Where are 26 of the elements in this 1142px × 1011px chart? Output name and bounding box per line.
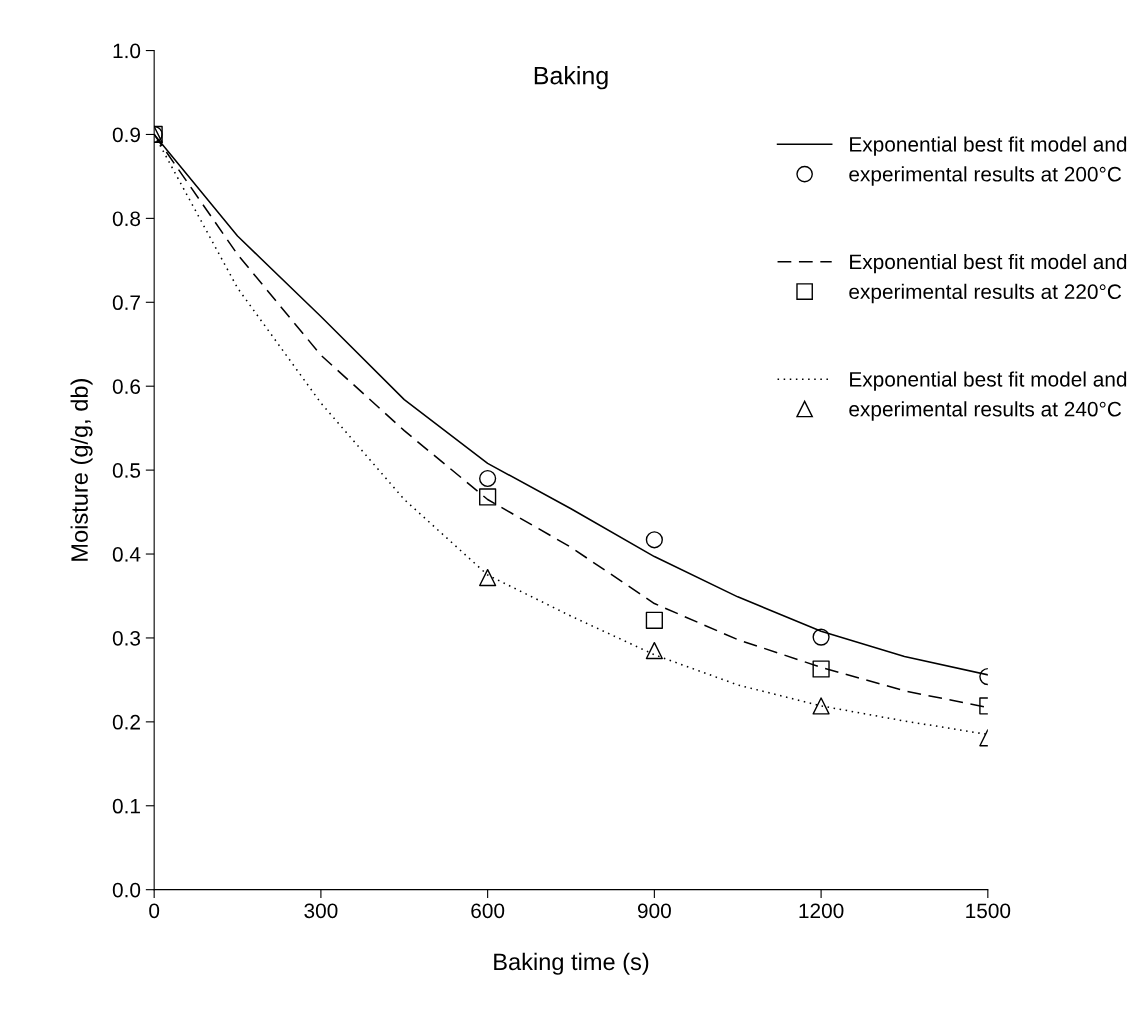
y-tick-label: 0.3 <box>112 630 141 646</box>
y-tick-label: 0.8 <box>112 211 141 227</box>
y-tick-label: 0.5 <box>112 463 141 478</box>
x-tick-label: 1200 <box>799 903 844 919</box>
y-tick-label: 0.0 <box>112 882 141 898</box>
x-tick-label: 300 <box>304 903 338 919</box>
x-tick-label: 1500 <box>966 903 1011 919</box>
legend-label: Exponential best fit model and <box>850 371 1127 391</box>
x-tick-label: 600 <box>471 903 505 919</box>
y-tick-label: 0.9 <box>112 127 140 143</box>
legend-label: experimental results at 240°C <box>849 401 1122 421</box>
legend-label: experimental results at 200°C <box>849 166 1122 186</box>
text: Baking <box>534 66 608 90</box>
y-tick-label: 0.1 <box>112 798 140 814</box>
y-tick-label: 0.7 <box>112 295 140 311</box>
legend-label: experimental results at 220°C <box>849 283 1122 304</box>
y-tick-label: 0.6 <box>112 379 141 394</box>
legend-label: Exponential best fit model and <box>850 253 1127 274</box>
y-tick-label: 0.4 <box>112 547 141 562</box>
x-tick-label: 0 <box>149 903 160 919</box>
y-tick-label: 0.2 <box>112 714 140 730</box>
y-tick-label: 1.0 <box>113 43 141 59</box>
x-axis-title: Baking time (s) <box>494 952 649 975</box>
legend-label: Exponential best fit model and <box>850 136 1127 156</box>
x-tick-label: 900 <box>637 903 671 919</box>
y-axis-title: Moisture (g/g, db) <box>70 379 93 561</box>
